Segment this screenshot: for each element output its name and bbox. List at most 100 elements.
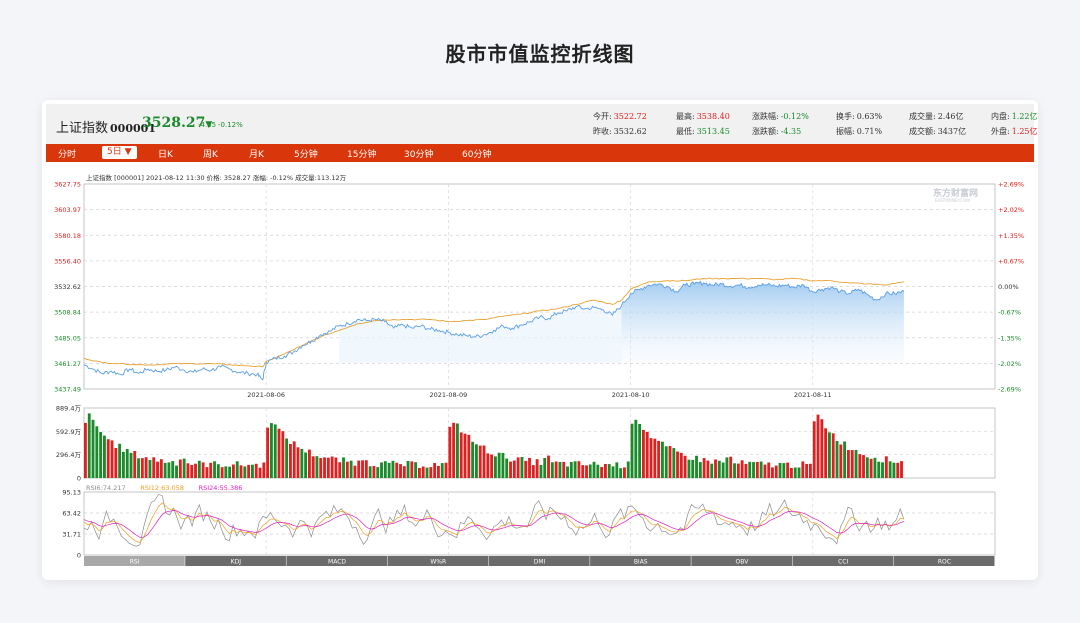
indicator-tab[interactable] (84, 556, 185, 566)
indicator-tab-label[interactable]: DMI (534, 559, 546, 566)
volume-bar (588, 464, 592, 478)
volume-bar (600, 467, 604, 478)
indicator-tab[interactable] (893, 556, 995, 566)
indicator-tab-label[interactable]: RSI (130, 559, 140, 566)
volume-bar (645, 431, 649, 478)
volume-bar (334, 457, 338, 478)
pct-tick-label: 0.00% (998, 283, 1019, 291)
y-tick-label: 3603.97 (54, 206, 81, 214)
quote-stat-label: 最低: (676, 127, 695, 136)
tab-period[interactable]: 5分钟 (294, 150, 318, 160)
volume-bar (642, 429, 645, 478)
volume-bar (828, 432, 831, 478)
volume-bar (843, 441, 847, 478)
indicator-tab-label[interactable]: W%R (430, 559, 446, 566)
volume-bar (573, 461, 577, 478)
volume-bar (774, 465, 778, 478)
volume-bar (254, 463, 258, 478)
indicator-tab-label[interactable]: MACD (328, 559, 346, 566)
volume-bar (873, 457, 877, 478)
volume-bar (520, 457, 524, 478)
volume-bar (110, 440, 114, 478)
volume-bar (182, 458, 186, 478)
indicator-tab[interactable] (792, 556, 894, 566)
x-tick-label: 2021-08-09 (430, 391, 468, 399)
volume-bar (440, 463, 444, 478)
volume-bar (767, 462, 771, 478)
volume-bar (725, 457, 729, 478)
volume-bar (243, 466, 247, 478)
volume-bar (509, 461, 512, 478)
tab-period[interactable]: 周K (203, 150, 218, 160)
volume-bar (782, 463, 786, 478)
tab-period[interactable]: 5日 ▼ (102, 146, 137, 159)
indicator-tab[interactable] (185, 556, 286, 566)
volume-bar (433, 463, 437, 478)
x-tick-label: 2021-08-11 (794, 391, 832, 399)
volume-bar (129, 452, 133, 478)
quote-stat: 涨跌幅: -0.12% (752, 111, 809, 122)
indicator-tab-label[interactable]: KDJ (231, 559, 242, 566)
quote-stat: 成交量: 2.46亿 (909, 111, 964, 122)
volume-bar (786, 462, 790, 478)
volume-bar (630, 423, 634, 478)
volume-bar (623, 467, 626, 478)
volume-bar (140, 458, 144, 478)
volume-y-tick: 889.4万 (56, 405, 82, 413)
volume-bar (501, 453, 505, 478)
volume-bar (144, 457, 148, 478)
tab-period[interactable]: 月K (249, 150, 264, 160)
indicator-tab-label[interactable]: OBV (736, 559, 750, 566)
volume-bar (581, 465, 585, 478)
volume-bar (752, 462, 755, 478)
volume-bar (444, 462, 448, 478)
volume-bar (900, 461, 903, 478)
avg-price-line (83, 277, 904, 368)
y-tick-label: 3627.75 (54, 181, 81, 189)
volume-bar (247, 464, 251, 478)
indicator-tab[interactable] (488, 556, 590, 566)
indicator-tab-label[interactable]: BIAS (634, 559, 648, 566)
volume-bar (308, 449, 311, 478)
volume-bar (896, 462, 900, 478)
price-area-early (339, 305, 622, 363)
stock-code: 000001 (110, 122, 156, 135)
tab-period[interactable]: 日K (158, 150, 173, 160)
volume-bar (137, 458, 140, 478)
volume-bar (235, 461, 239, 478)
volume-bar (99, 432, 103, 478)
quote-stat-label: 最高: (676, 112, 695, 121)
tab-period[interactable]: 分时 (58, 150, 77, 160)
volume-bar (661, 441, 664, 478)
volume-bar (448, 426, 452, 478)
indicator-tab-label[interactable]: ROC (938, 559, 951, 566)
indicator-tab[interactable] (691, 556, 793, 566)
volume-bar (702, 458, 706, 478)
volume-bar (345, 461, 349, 478)
volume-bar (353, 465, 357, 478)
indicator-tab[interactable] (387, 556, 489, 566)
indicator-tab[interactable] (590, 556, 691, 566)
tab-period[interactable]: 30分钟 (404, 150, 434, 160)
pct-tick-label: +0.67% (998, 257, 1024, 265)
tab-period[interactable]: 60分钟 (462, 150, 492, 160)
volume-bar (736, 463, 740, 478)
volume-bar (156, 461, 159, 478)
volume-y-tick: 0 (77, 475, 81, 483)
volume-bar (239, 465, 243, 478)
volume-bar (812, 421, 816, 478)
down-arrow-icon: ▼ (205, 120, 213, 130)
pct-tick-label: -2.69% (998, 386, 1021, 394)
stock-name-text: 上证指数 (56, 121, 109, 136)
tab-period[interactable]: 15分钟 (347, 150, 377, 160)
volume-bar (569, 462, 573, 478)
volume-bar (664, 446, 668, 478)
indicator-tab[interactable] (286, 556, 388, 566)
volume-bar (357, 460, 361, 478)
indicator-tab-label[interactable]: CCI (838, 559, 848, 566)
volume-bar (178, 459, 182, 478)
volume-bar (106, 439, 110, 478)
quote-stat: 最低: 3513.45 (676, 126, 730, 137)
volume-bar (475, 444, 478, 478)
volume-bar (854, 450, 858, 478)
